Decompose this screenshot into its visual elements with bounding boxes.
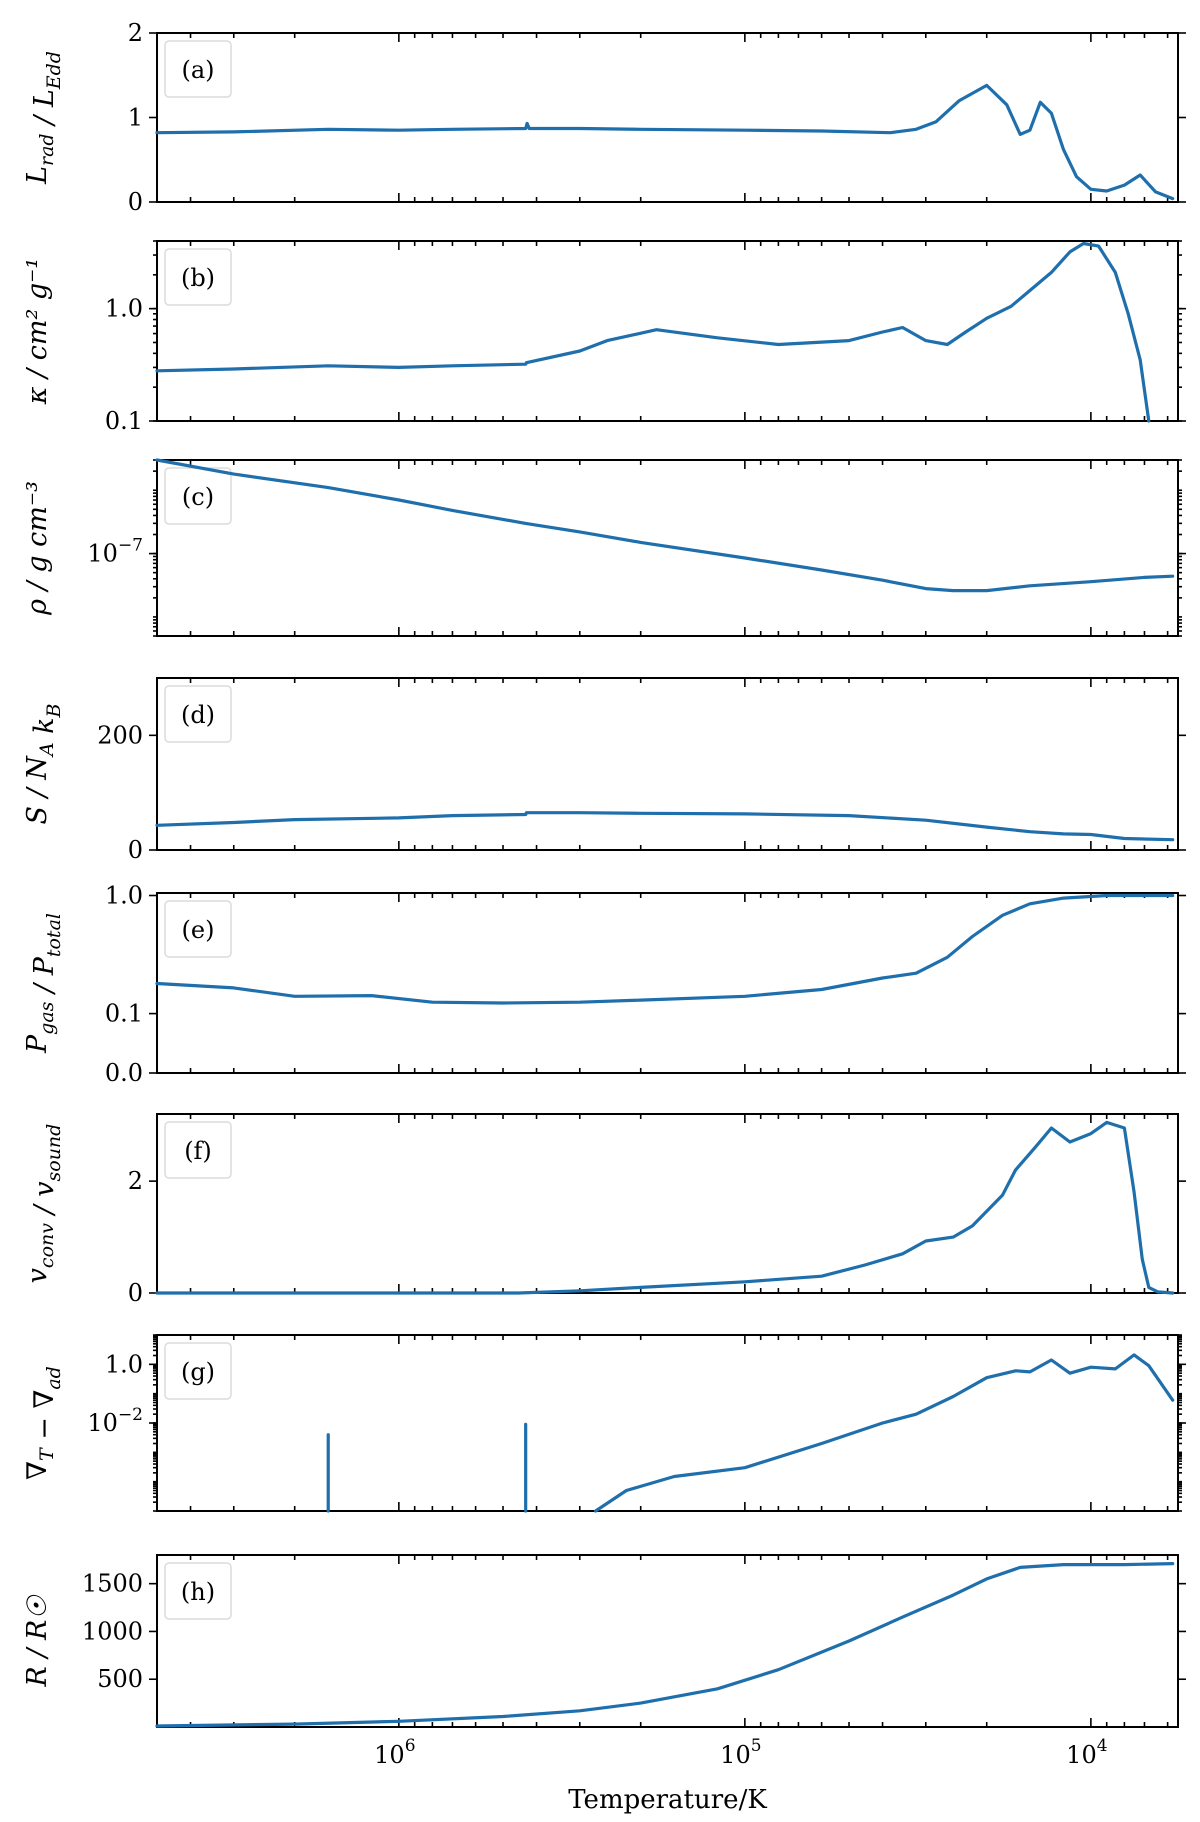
y-tick-label: 10−2 bbox=[87, 1405, 143, 1437]
panel-c: 10−7 ρ / g cm⁻³ (c) bbox=[22, 458, 1186, 637]
panel-frame bbox=[156, 240, 1179, 422]
x-tick-label: 106 bbox=[374, 1736, 415, 1769]
y-tick-label: 10−7 bbox=[87, 536, 143, 568]
y-tick-label: 0 bbox=[128, 836, 143, 864]
panel-tag: (f) bbox=[184, 1137, 212, 1165]
panel-d: 0 200 S / NA kB (d) bbox=[22, 677, 1186, 864]
y-tick-label: 1000 bbox=[82, 1617, 143, 1645]
y-axis-label: ρ / g cm⁻³ bbox=[22, 481, 53, 616]
y-tick-label: 500 bbox=[97, 1665, 143, 1693]
y-axis-label: Lrad / LEdd bbox=[22, 51, 65, 185]
x-tick-label: 105 bbox=[720, 1736, 761, 1769]
panel-tag-box bbox=[164, 900, 232, 958]
y-axis-label: vconv / vsound bbox=[22, 1124, 65, 1284]
panel-tag-box bbox=[164, 248, 232, 306]
data-line bbox=[593, 1353, 1175, 1513]
panel-b: 0.1 1.0 κ / cm² g⁻¹ (b) bbox=[22, 240, 1186, 435]
data-line bbox=[155, 458, 1175, 593]
panel-tag-box bbox=[164, 1562, 232, 1620]
y-tick-label: 0.0 bbox=[105, 1059, 143, 1087]
data-line bbox=[155, 83, 1175, 201]
y-tick-label: 0 bbox=[128, 188, 143, 216]
x-axis-label: Temperature/K bbox=[568, 1785, 767, 1815]
data-line bbox=[155, 893, 1175, 1005]
panel-tag: (d) bbox=[181, 701, 215, 729]
y-tick-label: 0 bbox=[128, 1279, 143, 1307]
y-axis-label: κ / cm² g⁻¹ bbox=[22, 258, 53, 405]
panel-f: 0 2 vconv / vsound (f) bbox=[22, 1113, 1186, 1307]
panel-tag: (a) bbox=[181, 56, 214, 84]
y-tick-label: 0.1 bbox=[105, 1000, 143, 1028]
panel-frame bbox=[156, 677, 1179, 851]
y-tick-label: 1.0 bbox=[105, 882, 143, 910]
x-tick-label: 104 bbox=[1066, 1736, 1107, 1769]
panel-tag-box bbox=[164, 1342, 232, 1400]
panel-tag: (h) bbox=[181, 1578, 215, 1606]
panel-a: 0 1 2 Lrad / LEdd (a) bbox=[22, 19, 1186, 216]
data-line bbox=[155, 1120, 1175, 1295]
panel-g: 10−2 1.0 ∇T − ∇ad (g) bbox=[22, 1334, 1186, 1513]
panel-e: 0.0 0.1 1.0 Pgas / Ptotal (e) bbox=[22, 882, 1186, 1087]
y-axis-label: S / NA kB bbox=[22, 703, 65, 824]
panel-tag-box bbox=[164, 1121, 232, 1179]
data-line bbox=[155, 1561, 1175, 1728]
panel-tag: (g) bbox=[181, 1358, 215, 1386]
panel-frame bbox=[156, 459, 1179, 637]
y-tick-label: 1 bbox=[128, 104, 143, 132]
data-line bbox=[155, 241, 1151, 423]
y-tick-label: 0.1 bbox=[105, 407, 143, 435]
y-axis-label: Pgas / Ptotal bbox=[22, 913, 65, 1054]
panel-h: 500 1000 1500 R / R☉ (h) 106 105 104 bbox=[22, 1554, 1186, 1769]
y-tick-label: 1.0 bbox=[105, 1350, 143, 1378]
y-tick-label: 1500 bbox=[82, 1570, 143, 1598]
panel-tag: (c) bbox=[182, 483, 214, 511]
y-tick-label: 2 bbox=[128, 1167, 143, 1195]
y-tick-label: 2 bbox=[128, 19, 143, 47]
y-tick-label: 1.0 bbox=[105, 295, 143, 323]
panel-tag-box bbox=[164, 40, 232, 98]
y-axis-label: R / R☉ bbox=[22, 1594, 53, 1688]
data-line bbox=[155, 811, 1175, 842]
panel-frame bbox=[156, 1334, 1179, 1512]
panel-frame bbox=[156, 892, 1179, 1074]
panel-frame bbox=[156, 1554, 1179, 1728]
panel-tag: (b) bbox=[181, 264, 215, 292]
panel-frame bbox=[156, 1113, 1179, 1294]
panel-frame bbox=[156, 32, 1179, 203]
panels: 0 1 2 Lrad / LEdd (a) 0.1 1.0 κ / cm² g⁻¹ (b) 10−… bbox=[22, 19, 1186, 1769]
y-tick-label: 200 bbox=[97, 721, 143, 749]
panel-tag: (e) bbox=[182, 916, 215, 944]
y-axis-label: ∇T − ∇ad bbox=[22, 1366, 65, 1480]
panel-tag-box bbox=[164, 685, 232, 743]
